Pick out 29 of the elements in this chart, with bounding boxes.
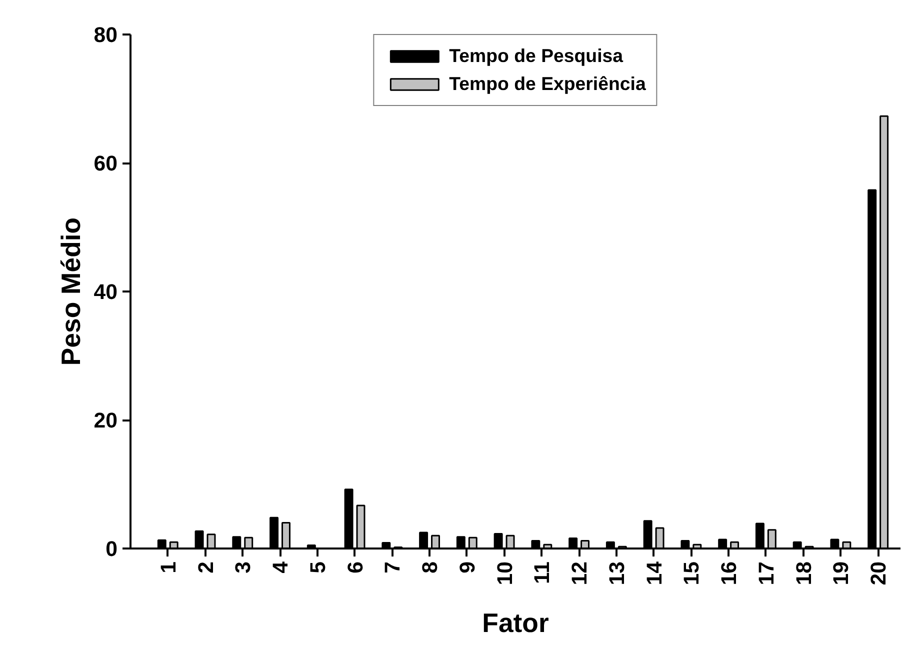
x-tick-label: 4 [268,561,293,574]
x-tick-label: 18 [792,561,816,586]
legend-label: Tempo de Pesquisa [449,45,623,67]
y-tick-label: 0 [106,537,118,561]
x-tick-label: 20 [866,561,891,586]
x-tick-label: 2 [194,561,218,574]
legend-label: Tempo de Experiência [449,73,646,95]
x-tick-label: 1 [156,561,180,574]
x-tick-label: 7 [380,561,405,574]
x-tick-label: 11 [530,561,554,584]
x-tick-label: 16 [717,561,742,586]
x-tick-label: 5 [306,561,330,574]
x-tick-label: 3 [231,561,256,574]
y-tick-label: 40 [94,280,118,304]
x-tick-label: 14 [642,561,666,586]
x-tick-label: 15 [680,561,704,586]
x-tick-label: 10 [492,561,517,586]
x-axis-title: Fator [482,608,549,638]
x-tick-label: 17 [754,561,778,586]
x-tick-label: 6 [343,561,368,574]
y-tick-label: 20 [94,408,118,432]
y-tick-label: 80 [94,23,118,47]
x-tick-label: 19 [829,561,854,586]
x-tick-label: 13 [604,561,629,586]
y-axis-title: Peso Médio [56,217,86,366]
y-tick-label: 60 [94,152,118,176]
x-tick-label: 12 [568,561,592,586]
x-tick-label: 9 [455,561,480,574]
x-tick-label: 8 [418,561,442,574]
